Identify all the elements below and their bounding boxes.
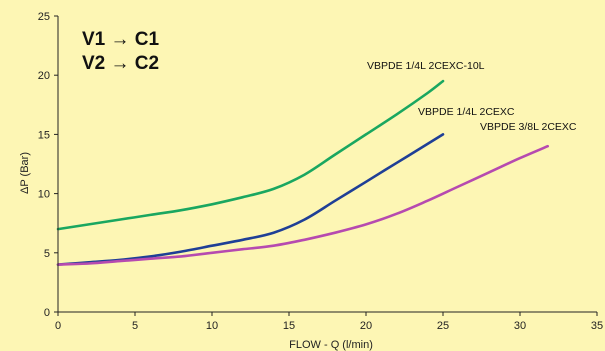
tick-layer: 0 5 10 15 20 25 30 35 0 5 10 15 20 25 — [38, 11, 603, 332]
x-tick-label: 15 — [283, 320, 295, 332]
x-tick-label: 35 — [591, 320, 603, 332]
y-axis-label: ΔP (Bar) — [19, 152, 31, 194]
x-tick-label: 25 — [437, 320, 449, 332]
series-line-3-8l-2cexc — [56, 144, 549, 266]
series-label-3-8l-2cexc: VBPDE 3/8L 2CEXC — [480, 121, 577, 133]
x-tick-label: 5 — [132, 320, 138, 332]
series-label-1-4l-2cexc: VBPDE 1/4L 2CEXC — [418, 106, 515, 118]
x-tick-label: 30 — [514, 320, 526, 332]
x-tick-label: 10 — [206, 320, 218, 332]
series-label-1-4l-2cexc-10l: VBPDE 1/4L 2CEXC-10L — [367, 60, 485, 72]
y-tick-label: 25 — [38, 11, 50, 23]
y-tick-label: 0 — [44, 307, 50, 319]
x-axis-label: FLOW - Q (l/min) — [289, 339, 373, 351]
y-tick-label: 10 — [38, 189, 50, 201]
series-line-1-4l-2cexc-10l — [56, 79, 445, 231]
annotation-v1-c1: V1 → C1 — [82, 29, 160, 50]
series-layer — [56, 79, 549, 266]
x-tick-label: 0 — [55, 320, 61, 332]
x-tick-label: 20 — [360, 320, 372, 332]
y-tick-label: 15 — [38, 129, 50, 141]
annotation-v2-c2: V2 → C2 — [82, 53, 159, 74]
y-tick-label: 20 — [38, 70, 50, 82]
y-tick-label: 5 — [44, 248, 50, 260]
